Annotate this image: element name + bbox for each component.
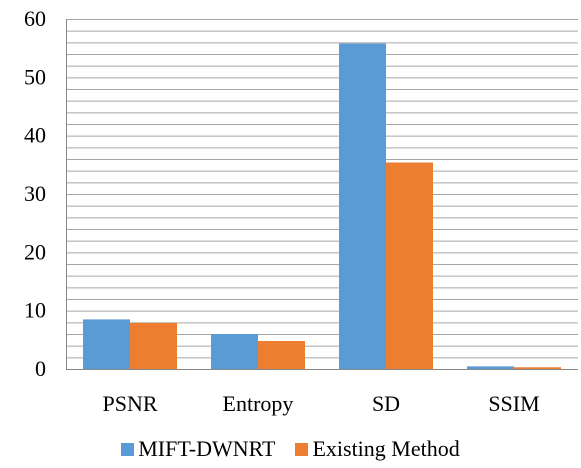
x-tick-labels: PSNR Entropy SD SSIM bbox=[102, 391, 539, 416]
y-tick-label: 60 bbox=[24, 6, 46, 31]
y-tick-label: 10 bbox=[24, 298, 46, 323]
x-tick-label: PSNR bbox=[102, 391, 157, 416]
bar-ssim-series-1 bbox=[514, 367, 561, 369]
gridlines bbox=[66, 19, 578, 359]
legend-swatch-series-1 bbox=[295, 442, 309, 456]
y-tick-label: 40 bbox=[24, 123, 46, 148]
legend-label-series-0: MIFT-DWNRT bbox=[138, 436, 276, 461]
y-tick-label: 50 bbox=[24, 64, 46, 89]
bar-psnr-series-1 bbox=[130, 322, 177, 369]
bars bbox=[83, 43, 561, 369]
bar-sd-series-1 bbox=[386, 162, 433, 369]
y-tick-label: 0 bbox=[35, 356, 46, 381]
legend: MIFT-DWNRT Existing Method bbox=[0, 436, 581, 462]
legend-item-series-1: Existing Method bbox=[295, 436, 460, 462]
y-tick-label: 20 bbox=[24, 239, 46, 264]
legend-item-series-0: MIFT-DWNRT bbox=[121, 436, 275, 462]
legend-swatch-series-0 bbox=[121, 442, 135, 456]
legend-label-series-1: Existing Method bbox=[312, 436, 460, 461]
y-tick-label: 30 bbox=[24, 181, 46, 206]
x-tick-label: SSIM bbox=[488, 391, 539, 416]
y-tick-labels: 0 10 20 30 40 50 60 bbox=[24, 6, 46, 381]
x-tick-label: Entropy bbox=[223, 391, 294, 416]
bar-sd-series-0 bbox=[339, 43, 386, 369]
x-tick-label: SD bbox=[372, 391, 400, 416]
bar-entropy-series-0 bbox=[211, 334, 258, 369]
bar-psnr-series-0 bbox=[83, 319, 130, 369]
axes bbox=[66, 19, 578, 370]
bar-entropy-series-1 bbox=[258, 341, 305, 369]
bar-ssim-series-0 bbox=[467, 366, 514, 369]
